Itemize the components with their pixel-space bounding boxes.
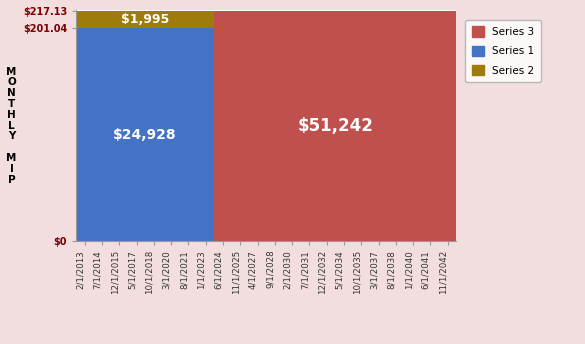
Bar: [145, 11, 163, 29]
Bar: [387, 11, 404, 241]
Bar: [180, 11, 197, 29]
Text: $1,995: $1,995: [121, 13, 169, 26]
Bar: [94, 11, 111, 29]
Bar: [335, 11, 353, 241]
Legend: Series 3, Series 1, Series 2: Series 3, Series 1, Series 2: [465, 20, 541, 82]
Bar: [422, 11, 439, 241]
Bar: [404, 11, 422, 241]
Bar: [197, 11, 214, 29]
Bar: [76, 11, 94, 29]
Bar: [353, 11, 370, 241]
Bar: [249, 11, 266, 241]
Bar: [284, 11, 301, 241]
Bar: [145, 29, 163, 241]
Bar: [318, 11, 335, 241]
Bar: [163, 29, 180, 241]
Bar: [214, 11, 232, 241]
Bar: [232, 11, 249, 241]
Bar: [370, 11, 387, 241]
Bar: [94, 29, 111, 241]
Text: $24,928: $24,928: [113, 128, 177, 142]
Bar: [163, 11, 180, 29]
Bar: [197, 29, 214, 241]
Bar: [111, 11, 128, 29]
Bar: [111, 29, 128, 241]
Y-axis label: M
O
N
T
H
L
Y

M
I
P: M O N T H L Y M I P: [6, 66, 17, 185]
Bar: [266, 11, 284, 241]
Bar: [76, 29, 94, 241]
Text: $51,242: $51,242: [297, 117, 373, 135]
Bar: [180, 29, 197, 241]
Bar: [128, 29, 145, 241]
Bar: [439, 11, 456, 241]
Bar: [128, 11, 145, 29]
Bar: [301, 11, 318, 241]
